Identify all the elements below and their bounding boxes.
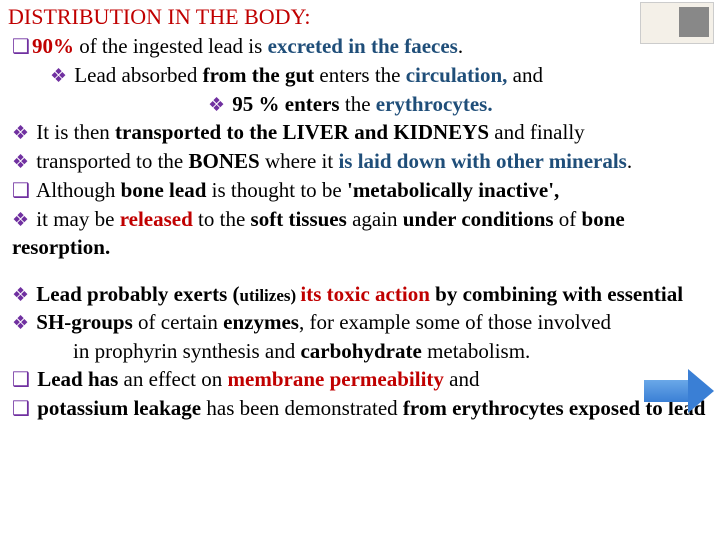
line-5: ❖ transported to the BONES where it is l…	[12, 147, 712, 176]
text: enters the	[319, 63, 405, 87]
text: Lead absorbed	[74, 63, 202, 87]
text: and	[507, 63, 543, 87]
text: where it	[265, 149, 338, 173]
text: its toxic action	[300, 282, 435, 306]
spacer	[8, 262, 712, 280]
square-bullet-icon: ❑	[12, 36, 30, 58]
text: from the gut	[203, 63, 320, 87]
text: the	[345, 92, 376, 116]
text: BONES	[189, 149, 265, 173]
line-1: ❑90% of the ingested lead is excreted in…	[12, 32, 712, 61]
text: of	[559, 207, 582, 231]
text: is thought to be	[206, 178, 347, 202]
slide: DISTRIBUTION IN THE BODY: ❑90% of the in…	[0, 0, 720, 427]
square-bullet-icon: ❑	[12, 398, 30, 420]
text: Lead has	[37, 367, 123, 391]
text: by combining with essential	[435, 282, 683, 306]
text: enzymes	[223, 310, 299, 334]
text: carbohydrate	[300, 339, 427, 363]
line-9: ❖ SH-groups of certain enzymes, for exam…	[12, 308, 712, 337]
line-12: ❑ potassium leakage has been demonstrate…	[12, 394, 712, 423]
text: and	[449, 367, 479, 391]
line-3: ❖ 95 % enters the erythrocytes.	[208, 90, 712, 119]
text: 90%	[32, 34, 79, 58]
text: membrane permeability	[228, 367, 450, 391]
text: potassium leakage	[37, 396, 206, 420]
text: Although	[36, 178, 121, 202]
text: bone lead	[121, 178, 207, 202]
text: erythrocytes.	[376, 92, 493, 116]
line-8: ❖ Lead probably exerts (utilizes) its to…	[12, 280, 712, 309]
text: .	[627, 149, 632, 173]
text: SH-groups	[36, 310, 138, 334]
diamond-bullet-icon: ❖	[12, 210, 29, 231]
text: has been demonstrated	[206, 396, 403, 420]
slide-title: DISTRIBUTION IN THE BODY:	[8, 4, 712, 30]
text: circulation,	[406, 63, 508, 87]
text: .	[458, 34, 463, 58]
text: again	[352, 207, 403, 231]
text: It is then	[36, 120, 115, 144]
text: transported to the LIVER and KIDNEYS	[115, 120, 494, 144]
text: it may be	[36, 207, 119, 231]
text: utilizes)	[240, 286, 301, 305]
text: transported to the	[36, 149, 188, 173]
text: of certain	[138, 310, 223, 334]
text: to the	[198, 207, 251, 231]
line-6: ❑ Although bone lead is thought to be 'm…	[12, 176, 712, 205]
text: 'metabolically inactive',	[347, 178, 559, 202]
square-bullet-icon: ❑	[12, 180, 30, 202]
text: is laid down with other minerals	[338, 149, 626, 173]
text: and finally	[494, 120, 584, 144]
diamond-bullet-icon: ❖	[208, 95, 225, 116]
next-arrow-icon[interactable]	[644, 369, 714, 413]
line-4: ❖ It is then transported to the LIVER an…	[12, 118, 712, 147]
diamond-bullet-icon: ❖	[12, 123, 29, 144]
line-2: ❖ Lead absorbed from the gut enters the …	[50, 61, 712, 90]
arrow-body	[644, 380, 688, 402]
text: excreted in the faeces	[268, 34, 458, 58]
square-bullet-icon: ❑	[12, 369, 30, 391]
text: soft tissues	[251, 207, 353, 231]
diamond-bullet-icon: ❖	[12, 152, 29, 173]
text: , for example some of those involved	[299, 310, 611, 334]
line-7: ❖ it may be released to the soft tissues…	[12, 205, 712, 262]
text: 95 % enters	[232, 92, 345, 116]
corner-thumbnail	[640, 2, 714, 44]
text: metabolism.	[427, 339, 530, 363]
text: of the ingested lead is	[79, 34, 267, 58]
arrow-head	[688, 369, 714, 413]
diamond-bullet-icon: ❖	[12, 313, 29, 334]
text: released	[120, 207, 198, 231]
diamond-bullet-icon: ❖	[50, 66, 67, 87]
thumbnail-image	[679, 7, 709, 37]
text: in prophyrin synthesis and	[73, 339, 300, 363]
line-10: in prophyrin synthesis and carbohydrate …	[73, 337, 712, 365]
text: an effect on	[124, 367, 228, 391]
line-11: ❑ Lead has an effect on membrane permeab…	[12, 365, 712, 394]
diamond-bullet-icon: ❖	[12, 285, 29, 306]
text: under conditions	[403, 207, 559, 231]
text: Lead probably exerts (	[36, 282, 239, 306]
